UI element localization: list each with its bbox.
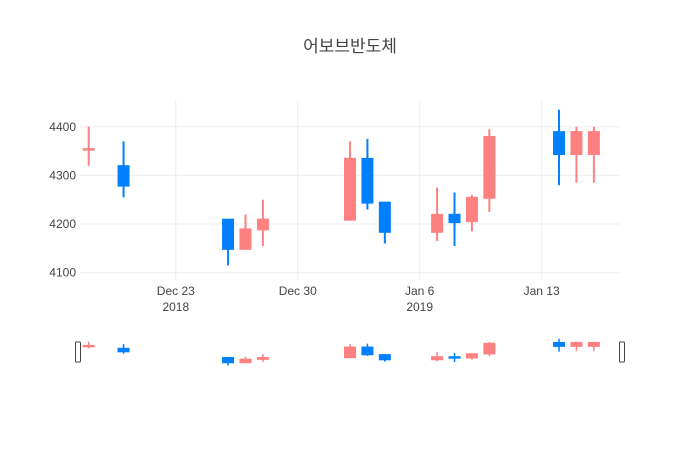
slider-candle[interactable] <box>587 341 600 352</box>
candle-body <box>82 344 95 348</box>
x-tick-label: Dec 30 <box>279 284 317 298</box>
y-tick-label: 4200 <box>49 217 76 231</box>
slider-candle[interactable] <box>378 354 391 362</box>
y-tick-label: 4100 <box>49 266 76 280</box>
candle-body <box>256 357 269 360</box>
candle-body <box>465 196 478 223</box>
slider-candle[interactable] <box>465 353 478 360</box>
candle-body <box>483 135 496 199</box>
x-tick-year-label: 2019 <box>406 300 433 314</box>
candle-body <box>222 218 235 250</box>
candles[interactable] <box>82 109 600 266</box>
candle-body <box>448 213 461 224</box>
candle[interactable] <box>465 194 478 232</box>
range-slider[interactable] <box>75 338 625 366</box>
slider-candle[interactable] <box>448 352 461 363</box>
candle[interactable] <box>222 218 235 266</box>
slider-candle[interactable] <box>256 354 269 363</box>
x-tick-label: Dec 23 <box>157 284 195 298</box>
candle-body <box>344 346 356 359</box>
candle-body <box>239 228 252 250</box>
chart-title: 어보브반도체 <box>303 37 397 57</box>
slider-candle[interactable] <box>483 342 496 357</box>
x-tick-label: Jan 13 <box>524 284 560 298</box>
y-tick-label: 4400 <box>49 120 76 134</box>
slider-candle[interactable] <box>553 338 566 352</box>
candle[interactable] <box>587 126 600 183</box>
candle-body <box>378 201 391 233</box>
slider-candle[interactable] <box>82 341 95 349</box>
x-tick-year-label: 2018 <box>162 300 189 314</box>
candle-body <box>570 131 583 155</box>
candle-body <box>553 131 566 155</box>
candle-body <box>361 346 374 356</box>
candle-body <box>570 341 583 347</box>
slider-right-handle[interactable] <box>619 341 625 363</box>
candle[interactable] <box>483 129 496 212</box>
candle[interactable] <box>256 199 269 246</box>
x-tick-label: Jan 6 <box>405 284 435 298</box>
candle-body <box>361 157 374 204</box>
candle-body <box>553 341 566 347</box>
candle-body <box>465 353 478 359</box>
candle[interactable] <box>570 126 583 183</box>
candle[interactable] <box>431 187 444 242</box>
candle-body <box>431 213 444 233</box>
candle-body <box>448 356 461 359</box>
candle-body <box>587 131 600 155</box>
candle[interactable] <box>378 201 391 244</box>
candle-body <box>431 356 444 361</box>
candle[interactable] <box>553 109 566 186</box>
candle[interactable] <box>361 138 374 210</box>
slider-candle[interactable] <box>431 352 444 362</box>
candle[interactable] <box>239 214 252 250</box>
y-axis: 4100 4200 4300 4400 <box>49 120 76 280</box>
slider-candle[interactable] <box>239 356 252 364</box>
x-axis: Dec 23 2018 Dec 30 Jan 6 2019 Jan 13 <box>157 284 560 314</box>
slider-candle[interactable] <box>570 341 583 352</box>
candle-body <box>239 358 252 364</box>
candle-body <box>117 347 130 353</box>
candle-body <box>256 218 269 231</box>
candle-body <box>82 148 95 151</box>
y-tick-label: 4300 <box>49 168 76 182</box>
candle[interactable] <box>82 126 95 166</box>
candle-body <box>378 354 391 361</box>
candle-body <box>587 341 600 347</box>
candle[interactable] <box>117 141 130 198</box>
candle-body <box>117 165 130 187</box>
candle-body <box>344 157 356 221</box>
candle-body <box>222 357 235 364</box>
candle-body <box>483 342 496 355</box>
candle[interactable] <box>344 141 356 221</box>
slider-candle[interactable] <box>117 344 130 354</box>
slider-candle[interactable] <box>222 357 235 366</box>
slider-left-handle[interactable] <box>75 341 81 363</box>
candle[interactable] <box>448 192 461 246</box>
slider-candle[interactable] <box>344 344 356 359</box>
slider-candle[interactable] <box>361 343 374 356</box>
